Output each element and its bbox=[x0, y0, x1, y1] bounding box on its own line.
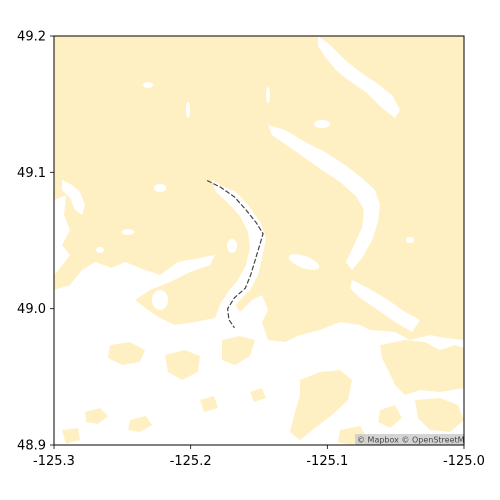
island bbox=[108, 342, 145, 365]
x-tick-label: -125.1 bbox=[306, 454, 348, 469]
island bbox=[222, 336, 255, 365]
water-north-lake bbox=[318, 36, 400, 118]
y-tick-label: 48.9 bbox=[17, 439, 46, 454]
map-plot-area[interactable]: © Mapbox © OpenStreetMap bbox=[53, 35, 475, 446]
island bbox=[200, 396, 218, 412]
island bbox=[378, 405, 402, 428]
attribution-text: © Mapbox © OpenStreetMap bbox=[357, 436, 475, 445]
x-tick-label: -125.2 bbox=[170, 454, 212, 469]
island bbox=[128, 416, 152, 432]
water-sound bbox=[54, 255, 464, 445]
water-west-coast bbox=[54, 195, 70, 275]
y-tick-label: 49.1 bbox=[17, 166, 46, 181]
water-small-lake bbox=[186, 102, 190, 118]
water-small-lake bbox=[406, 237, 414, 243]
island bbox=[85, 408, 108, 424]
y-axis: 48.9 49.0 49.1 49.2 bbox=[17, 30, 54, 454]
island bbox=[62, 428, 80, 444]
water-small-lake bbox=[70, 314, 86, 326]
water-small-lake bbox=[122, 229, 134, 235]
water-small-lake bbox=[227, 239, 237, 253]
y-tick-label: 49.2 bbox=[17, 30, 46, 45]
water-west-inlet bbox=[62, 180, 85, 215]
island bbox=[290, 370, 352, 440]
route-line bbox=[206, 179, 264, 329]
water-small-lake bbox=[314, 120, 330, 128]
water-central-lake bbox=[268, 125, 380, 270]
water-east-arm bbox=[350, 280, 420, 332]
water-small-lake bbox=[96, 247, 104, 253]
map-frame bbox=[53, 35, 465, 446]
water-small-lake bbox=[154, 184, 166, 192]
island bbox=[415, 398, 464, 432]
attribution-box: © Mapbox © OpenStreetMap bbox=[355, 434, 475, 445]
island bbox=[165, 350, 200, 380]
water-small-lake bbox=[143, 82, 153, 88]
y-tick-label: 49.0 bbox=[17, 302, 46, 317]
water-small-lake bbox=[288, 254, 320, 270]
islands bbox=[62, 336, 464, 445]
x-tick-label: -125.0 bbox=[443, 454, 485, 469]
water-small-lake bbox=[152, 290, 168, 310]
x-axis: -125.3 -125.2 -125.1 -125.0 bbox=[33, 445, 485, 469]
water-small-lake bbox=[266, 87, 270, 103]
x-tick-label: -125.3 bbox=[33, 454, 75, 469]
island bbox=[250, 388, 266, 402]
island bbox=[380, 340, 464, 395]
water-bodies bbox=[54, 36, 464, 445]
